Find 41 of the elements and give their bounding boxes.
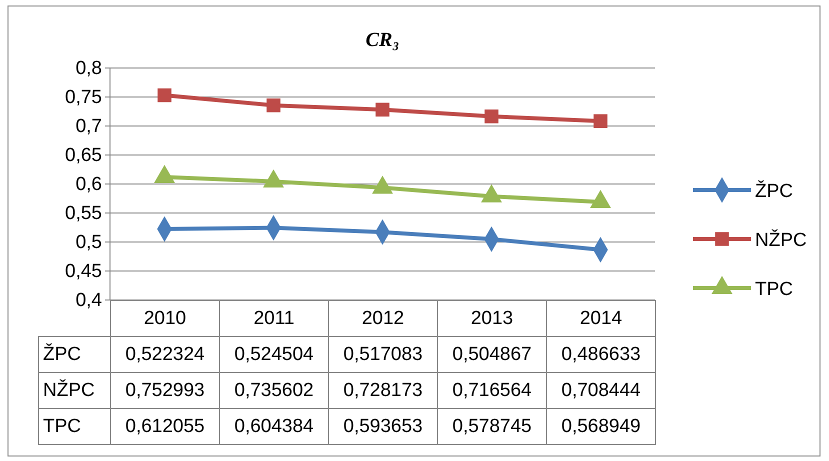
data-label: 0,752993	[110, 372, 220, 408]
data-label: 0,486633	[546, 336, 656, 372]
point	[594, 114, 608, 128]
y-tick-label: 0,45	[65, 261, 102, 282]
point	[158, 88, 172, 102]
point	[376, 102, 390, 117]
data-label: 0,593653	[328, 408, 438, 444]
x-tick-label: 2011	[220, 300, 328, 336]
data-label: 0,568949	[546, 408, 656, 444]
point	[266, 98, 280, 112]
y-tick-label: 0,75	[65, 87, 102, 108]
text: TPC	[43, 416, 81, 436]
legend-label: TPC	[755, 279, 793, 300]
data-label: 0,708444	[546, 372, 656, 408]
data-label: 0,517083	[328, 336, 438, 372]
y-tick-label: 0,55	[65, 203, 102, 224]
point	[484, 110, 498, 124]
data-label: 0,524504	[220, 336, 328, 372]
text: ŽPC	[43, 344, 81, 364]
x-tick-label: 2012	[328, 300, 438, 336]
x-tick-label: 2014	[546, 300, 656, 336]
y-tick-label: 0,5	[76, 232, 102, 254]
y-tick-label: 0,65	[65, 145, 102, 166]
data-label: 0,735602	[220, 372, 328, 408]
x-tick-label: 2013	[438, 300, 546, 336]
data-label: 0,522324	[110, 336, 220, 372]
text: NŽPC	[43, 380, 95, 400]
x-tick-label: 2010	[110, 300, 220, 336]
y-tick-label: 0,4	[76, 290, 102, 312]
data-label: 0,612055	[110, 408, 220, 444]
data-label: 0,504867	[438, 336, 546, 372]
legend-label: NŽPC	[755, 229, 807, 251]
y-tick-label: 0,6	[76, 174, 102, 196]
data-label: 0,604384	[220, 408, 328, 444]
chart-title: CR₃	[366, 29, 400, 51]
y-tick-label: 0,8	[76, 58, 102, 80]
data-label: 0,728173	[328, 372, 438, 408]
data-label: 0,716564	[438, 372, 546, 408]
data-label: 0,578745	[438, 408, 546, 444]
legend-label: ŽPC	[755, 180, 793, 202]
y-tick-label: 0,7	[76, 116, 102, 138]
